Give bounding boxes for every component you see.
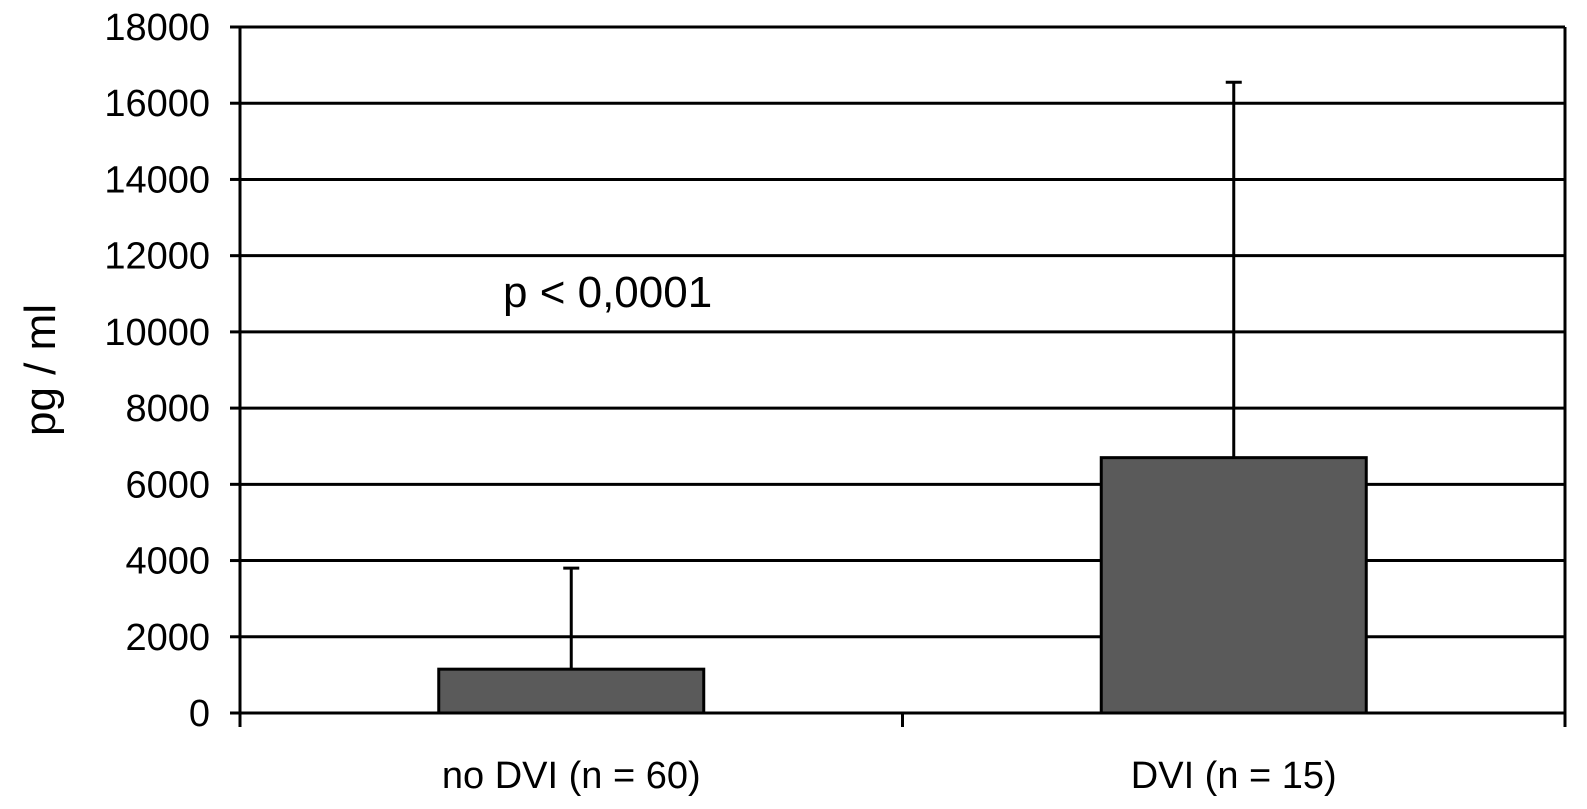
y-tick-label: 8000: [125, 388, 210, 430]
bar-1: [437, 667, 706, 715]
y-tick-label: 18000: [104, 7, 210, 49]
y-tick-labels: 0 2000 4000 6000 8000 10000 12000 14000 16000 180…: [104, 7, 210, 735]
y-tick-label: 16000: [104, 83, 210, 125]
y-tick-label: 12000: [104, 236, 210, 278]
y-tick-label: 2000: [125, 617, 210, 659]
y-tick-label: 10000: [104, 312, 210, 354]
y-tick-label: 6000: [125, 464, 210, 506]
y-tick-label: 4000: [125, 541, 210, 583]
bars: [437, 456, 1368, 715]
p-value-annotation: p < 0,0001: [503, 268, 712, 317]
error-bars: [563, 80, 1242, 670]
y-tick-label: 0: [189, 693, 210, 735]
grid-lines: [240, 25, 1565, 639]
y-tick-label: 14000: [104, 159, 210, 201]
x-category-label: no DVI (n = 60): [442, 755, 701, 797]
bar-2: [1099, 456, 1368, 715]
x-category-label: DVI (n = 15): [1131, 755, 1337, 797]
axes: [230, 25, 1567, 727]
x-category-labels: no DVI (n = 60) DVI (n = 15): [442, 755, 1337, 797]
y-axis-label: pg / ml: [16, 304, 65, 436]
